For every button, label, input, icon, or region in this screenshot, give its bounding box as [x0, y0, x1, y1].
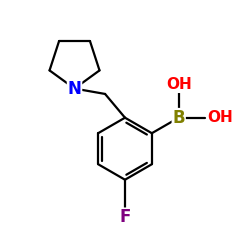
Text: F: F — [119, 208, 131, 226]
Text: B: B — [172, 109, 185, 127]
Text: OH: OH — [208, 110, 233, 125]
Text: N: N — [68, 80, 82, 98]
Text: OH: OH — [166, 77, 192, 92]
